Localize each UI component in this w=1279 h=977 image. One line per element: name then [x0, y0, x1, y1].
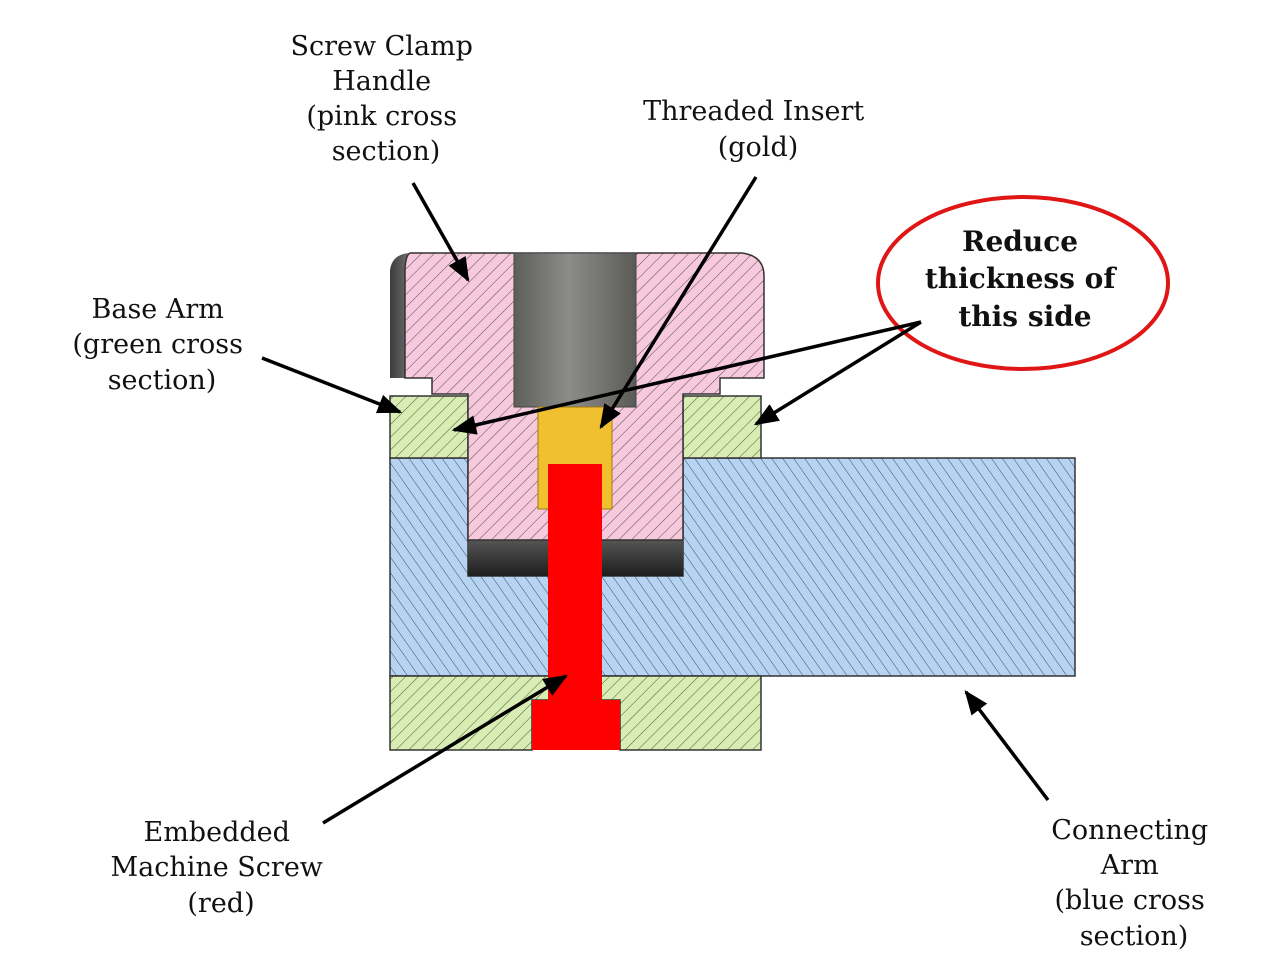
label-base-arm: Base Arm (green cross section) [72, 294, 251, 396]
arrow-connecting-arm [964, 690, 1050, 802]
label-machine-screw: Embedded Machine Screw (red) [110, 817, 331, 919]
arrow-base-arm [261, 356, 403, 414]
callout-ellipse [876, 195, 1170, 371]
label-callout: Reduce thickness of this side [925, 225, 1125, 333]
arrow-threaded-insert [599, 176, 758, 430]
base-arm-top-right [682, 395, 762, 459]
label-connecting-arm: Connecting Arm (blue cross section) [1051, 815, 1217, 952]
arrow-clamp-handle [411, 182, 470, 283]
arrow-machine-screw [322, 674, 569, 825]
label-clamp-handle: Screw Clamp Handle (pink cross section) [290, 31, 481, 167]
base-arm-top-left [389, 395, 469, 459]
label-threaded-insert: Threaded Insert (gold) [643, 96, 873, 163]
arrow-callout-left [451, 320, 922, 435]
arrow-callout-right [753, 320, 922, 426]
handle-bore [513, 252, 637, 408]
